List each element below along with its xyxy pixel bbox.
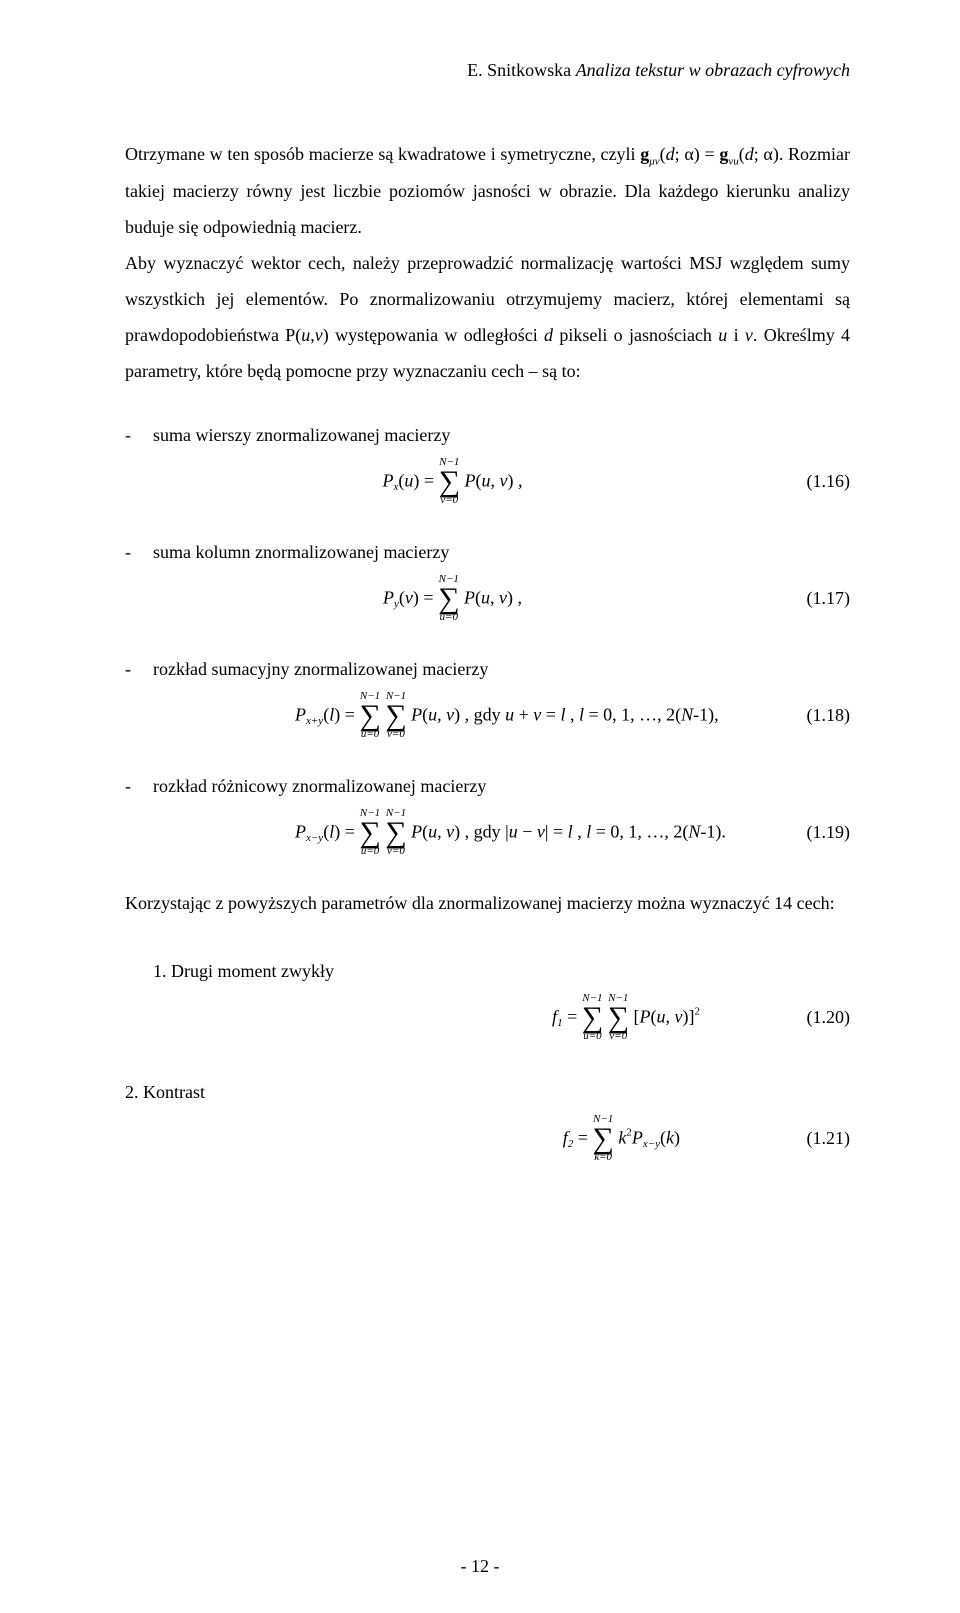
eq20-sup: 2	[695, 1005, 701, 1017]
eq18-P: P	[295, 704, 306, 724]
eq-num-1-18: (1.18)	[780, 705, 850, 726]
eq18-right: P(u, v) , gdy u + v = l , l = 0, 1, …, 2…	[411, 704, 719, 724]
list-item-4: -rozkład różnicowy znormalizowanej macie…	[125, 768, 850, 804]
sum-sigma: N−1 ∑ u=0	[582, 993, 603, 1042]
equation-1-18: Px+y(l) = N−1 ∑ u=0 N−1 ∑ v=0 P(u, v) , …	[125, 691, 850, 740]
running-header: E. Snitkowska Analiza tekstur w obrazach…	[125, 60, 850, 81]
sum-sigma: N−1 ∑ u=0	[359, 808, 380, 857]
list-item-1: -suma wierszy znormalizowanej macierzy	[125, 417, 850, 453]
item1-text: suma wierszy znormalizowanej macierzy	[153, 425, 450, 445]
sum-sigma: N−1 ∑ v=0	[385, 691, 406, 740]
header-author: E. Snitkowska	[467, 60, 576, 80]
eq18-mid: (l) =	[323, 704, 359, 724]
eq21-Psub: x−y	[643, 1138, 660, 1150]
paragraph-1: Otrzymane w ten sposób macierze są kwadr…	[125, 136, 850, 245]
eq21-mid: =	[573, 1127, 592, 1147]
equation-1-20: f1 = N−1 ∑ u=0 N−1 ∑ v=0 [P(u, v)]2 (1.2…	[125, 993, 850, 1042]
eq-num-1-17: (1.17)	[780, 588, 850, 609]
numbered-item-1: 1. Drugi moment zwykły	[153, 953, 850, 989]
eq19-right: P(u, v) , gdy |u − v| = l , l = 0, 1, …,…	[411, 821, 726, 841]
eq17-mid: (v) =	[399, 587, 438, 607]
eq18-sub: x+y	[306, 715, 323, 727]
sum-sigma: N−1 ∑ v=0	[385, 808, 406, 857]
item2-text: suma kolumn znormalizowanej macierzy	[153, 542, 449, 562]
eq-num-1-20: (1.20)	[780, 1007, 850, 1028]
sum-sigma: N−1 ∑ k=0	[592, 1114, 613, 1163]
equation-1-21: f2 = N−1 ∑ k=0 k2Px−y(k) (1.21)	[125, 1114, 850, 1163]
equation-1-19: Px−y(l) = N−1 ∑ u=0 N−1 ∑ v=0 P(u, v) , …	[125, 808, 850, 857]
eq-num-1-21: (1.21)	[780, 1128, 850, 1149]
paragraph-3: Korzystając z powyższych parametrów dla …	[125, 885, 850, 921]
eq-num-1-16: (1.16)	[780, 471, 850, 492]
eq16-mid: (u) =	[398, 470, 438, 490]
para2-text: Aby wyznaczyć wektor cech, należy przepr…	[125, 253, 850, 381]
dash-icon: -	[125, 768, 153, 804]
header-title: Analiza tekstur w obrazach cyfrowych	[576, 60, 850, 80]
item3-text: rozkład sumacyjny znormalizowanej macier…	[153, 659, 488, 679]
eq21-tail: (k)	[660, 1127, 680, 1147]
para1-text: Otrzymane w ten sposób macierze są kwadr…	[125, 144, 850, 237]
eq17-P: P	[383, 587, 394, 607]
equation-1-16: Px(u) = N−1 ∑ v=0 P(u, v) , (1.16)	[125, 457, 850, 506]
para3-text: Korzystając z powyższych parametrów dla …	[125, 893, 835, 913]
eq21-P: P	[632, 1127, 643, 1147]
eq19-mid: (l) =	[323, 821, 359, 841]
sum-sigma: N−1 ∑ u=0	[438, 574, 459, 623]
eq20-right: [P(u, v)]	[634, 1006, 695, 1026]
sum-sigma: N−1 ∑ u=0	[359, 691, 380, 740]
dash-icon: -	[125, 417, 153, 453]
dash-icon: -	[125, 651, 153, 687]
list-item-2: -suma kolumn znormalizowanej macierzy	[125, 534, 850, 570]
eq16-P: P	[383, 470, 394, 490]
sum-sigma: N−1 ∑ v=0	[439, 457, 460, 506]
eq19-sub: x−y	[306, 832, 323, 844]
sum-sigma: N−1 ∑ v=0	[608, 993, 629, 1042]
eq-num-1-19: (1.19)	[780, 822, 850, 843]
page-number: - 12 -	[0, 1556, 960, 1577]
numbered-item-2: 2. Kontrast	[125, 1074, 850, 1110]
eq19-P: P	[295, 821, 306, 841]
equation-1-17: Py(v) = N−1 ∑ u=0 P(u, v) , (1.17)	[125, 574, 850, 623]
item4-text: rozkład różnicowy znormalizowanej macier…	[153, 776, 486, 796]
paragraph-2: Aby wyznaczyć wektor cech, należy przepr…	[125, 245, 850, 389]
num1-text: 1. Drugi moment zwykły	[153, 961, 334, 981]
eq16-right: P(u, v) ,	[464, 470, 522, 490]
eq17-right: P(u, v) ,	[464, 587, 522, 607]
dash-icon: -	[125, 534, 153, 570]
num2-text: 2. Kontrast	[125, 1082, 205, 1102]
eq20-mid: =	[563, 1006, 582, 1026]
list-item-3: -rozkład sumacyjny znormalizowanej macie…	[125, 651, 850, 687]
